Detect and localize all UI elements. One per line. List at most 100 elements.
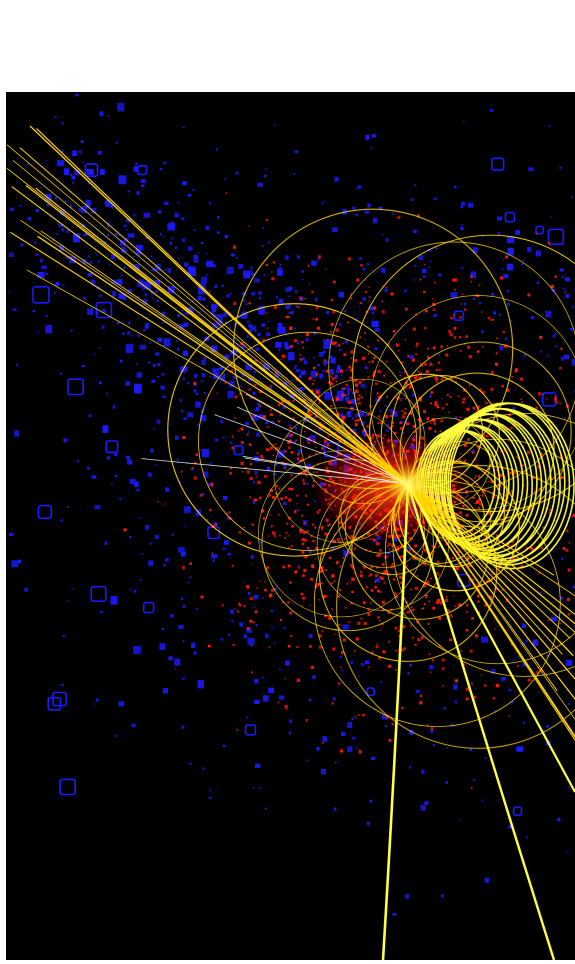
tracker-hit — [382, 420, 385, 423]
tracker-hit — [448, 330, 452, 334]
tracker-hit — [266, 448, 269, 451]
tracker-hit — [365, 585, 368, 589]
calorimeter-hit — [279, 358, 282, 361]
tracker-hit — [280, 619, 283, 622]
tracker-hit — [477, 507, 481, 510]
calorimeter-hit — [226, 266, 234, 274]
tracker-hit — [281, 601, 284, 604]
tracker-hit — [289, 611, 293, 615]
tracker-hit — [410, 588, 412, 591]
tracker-hit — [537, 476, 540, 480]
tracker-hit — [388, 739, 392, 742]
tracker-hit — [262, 339, 265, 342]
tracker-hit — [281, 354, 285, 358]
calorimeter-cluster — [52, 691, 67, 707]
calorimeter-hit — [450, 292, 458, 299]
tracker-hit — [287, 315, 291, 319]
tracker-hit — [522, 484, 525, 487]
tracker-hit — [258, 496, 262, 500]
calorimeter-hit — [262, 676, 264, 679]
straight-track — [10, 231, 409, 485]
tracker-hit — [424, 596, 427, 599]
calorimeter-hit — [506, 263, 514, 271]
calorimeter-hit — [87, 255, 91, 258]
tracker-hit — [210, 483, 214, 487]
calorimeter-hit — [216, 231, 220, 234]
tracker-hit — [481, 345, 484, 348]
tracker-hit — [249, 597, 254, 601]
calorimeter-hit — [141, 553, 144, 555]
tracker-hit — [195, 453, 199, 456]
calorimeter-hit — [125, 455, 131, 460]
tracker-hit — [492, 491, 494, 494]
calorimeter-hit — [226, 294, 230, 298]
tracker-hit — [501, 519, 504, 523]
tracker-hit — [271, 525, 273, 528]
tracker-hit — [358, 402, 361, 405]
calorimeter-hit — [358, 674, 361, 677]
tracker-hit — [351, 565, 354, 569]
calorimeter-hit — [557, 817, 561, 822]
tracker-hit — [457, 419, 461, 423]
tracker-hit — [473, 477, 476, 480]
tracker-hit — [387, 343, 390, 346]
tracker-hit — [396, 545, 400, 549]
calorimeter-cluster — [233, 444, 244, 456]
calorimeter-hit — [228, 633, 231, 636]
calorimeter-hit — [118, 701, 125, 707]
calorimeter-hit — [8, 291, 11, 293]
tracker-hit — [292, 417, 295, 421]
calorimeter-hit — [63, 168, 70, 175]
calorimeter-hit — [210, 345, 218, 352]
calorimeter-hit — [499, 313, 502, 317]
tracker-hit — [428, 600, 431, 603]
calorimeter-hit — [303, 360, 308, 365]
calorimeter-hit — [259, 541, 262, 544]
tracker-hit — [354, 379, 358, 382]
calorimeter-hit — [56, 160, 65, 167]
tracker-hit — [268, 646, 271, 649]
calorimeter-hit — [56, 233, 59, 235]
tracker-hit — [271, 271, 273, 273]
calorimeter-hit — [214, 284, 218, 289]
tracker-hit — [279, 413, 281, 416]
tracker-hit — [311, 466, 315, 469]
calorimeter-hit — [41, 265, 47, 270]
tracker-hit — [446, 345, 449, 347]
tracker-hit — [485, 580, 488, 583]
helix-track — [198, 331, 418, 551]
calorimeter-hit — [458, 819, 461, 821]
tracker-hit — [207, 393, 210, 396]
tracker-hit — [465, 687, 470, 691]
tracker-hit — [328, 616, 332, 620]
tracker-hit — [350, 350, 354, 354]
helix-track — [370, 295, 575, 510]
tracker-hit — [308, 442, 310, 444]
tracker-hit — [448, 411, 450, 414]
calorimeter-hit — [351, 428, 357, 433]
tracker-hit — [259, 431, 261, 433]
tracker-hit — [324, 594, 328, 598]
tracker-hit — [430, 727, 434, 730]
calorimeter-hit — [365, 413, 369, 416]
tracker-hit — [340, 749, 344, 753]
tracker-hit — [423, 263, 426, 266]
tracker-hit — [264, 580, 266, 583]
tracker-hit — [386, 395, 388, 398]
calorimeter-hit — [508, 689, 512, 692]
helix-track — [328, 241, 575, 494]
calorimeter-hit — [181, 217, 185, 221]
helix-track — [258, 450, 425, 618]
tracker-hit — [295, 439, 297, 442]
calorimeter-hit — [45, 272, 49, 276]
tracker-hit — [431, 659, 435, 662]
calorimeter-hit — [205, 225, 209, 230]
tracker-hit — [496, 522, 498, 525]
calorimeter-hit — [82, 296, 86, 300]
calorimeter-hit — [497, 216, 502, 221]
calorimeter-hit — [227, 552, 231, 556]
tracker-hit — [468, 564, 472, 568]
calorimeter-hit — [12, 308, 17, 312]
calorimeter-hit — [352, 736, 356, 740]
tracker-hit — [253, 498, 257, 502]
